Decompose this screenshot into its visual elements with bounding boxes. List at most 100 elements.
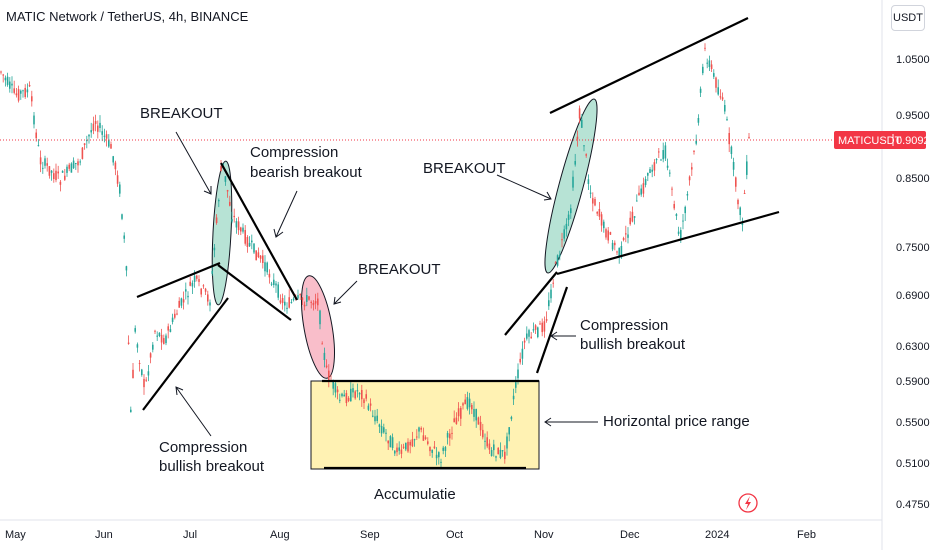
candle-body-242 — [532, 329, 535, 331]
candle-body-227 — [499, 449, 502, 458]
candle-body-81 — [178, 300, 180, 308]
candle-body-41 — [90, 130, 92, 133]
candles-group — [0, 43, 750, 469]
candle-body-236 — [519, 358, 521, 363]
trendline-compression-lower-right — [535, 286, 569, 374]
candle-body-102 — [224, 176, 227, 182]
candle-body-327 — [719, 96, 722, 98]
candle-body-123 — [270, 283, 273, 285]
candle-body-127 — [279, 300, 282, 303]
candle-body-255 — [561, 239, 563, 241]
candle-body-155 — [341, 393, 343, 397]
candle-body-268 — [589, 192, 592, 194]
candle-body-193 — [424, 437, 427, 439]
currency-button[interactable]: USDT — [891, 5, 925, 31]
candle-body-31 — [68, 164, 70, 169]
candle-body-215 — [473, 408, 475, 417]
candle-body-62 — [136, 344, 139, 348]
candle-body-320 — [704, 47, 706, 49]
candle-body-331 — [728, 132, 730, 145]
y-tick-6: 0.6300 — [896, 341, 930, 353]
candle-body-125 — [275, 283, 277, 286]
candle-body-231 — [508, 427, 510, 435]
candle-body-229 — [504, 451, 506, 460]
candle-body-180 — [396, 447, 398, 453]
candle-body-241 — [530, 336, 532, 339]
candle-body-161 — [354, 391, 356, 399]
candle-body-277 — [609, 232, 612, 235]
candle-body-162 — [356, 390, 359, 392]
candle-body-217 — [477, 417, 480, 425]
x-tick-4: Aug — [270, 529, 290, 541]
candle-body-220 — [484, 440, 486, 442]
annotation-arrows — [175, 131, 598, 437]
candle-body-290 — [638, 192, 640, 196]
candle-body-86 — [189, 281, 191, 286]
candle-body-60 — [132, 369, 134, 379]
candle-body-332 — [730, 146, 733, 154]
candle-body-112 — [246, 237, 249, 247]
candle-body-274 — [603, 221, 605, 229]
candle-body-34 — [75, 163, 77, 165]
candle-body-296 — [651, 169, 653, 172]
candle-body-93 — [204, 288, 207, 292]
candle-body-19 — [42, 167, 44, 169]
candle-body-69 — [152, 344, 154, 350]
candle-body-279 — [614, 242, 616, 246]
candle-body-56 — [123, 235, 125, 239]
candle-body-334 — [735, 177, 737, 187]
candle-body-67 — [147, 371, 150, 376]
candle-body-318 — [699, 88, 702, 93]
candle-body-114 — [251, 240, 253, 243]
candle-body-95 — [209, 302, 211, 306]
trendline-bearish-lower — [217, 264, 292, 321]
arrow-compression-bullish-left — [175, 386, 212, 437]
candle-body-333 — [732, 162, 735, 170]
candle-body-282 — [620, 245, 623, 258]
candle-body-47 — [103, 135, 106, 137]
candle-body-80 — [176, 313, 178, 315]
candle-body-78 — [171, 317, 174, 322]
candle-body-328 — [721, 97, 724, 100]
candle-body-53 — [116, 175, 119, 184]
flash-icon[interactable] — [738, 493, 758, 513]
candle-body-214 — [471, 405, 473, 410]
candle-body-145 — [319, 310, 321, 325]
x-tick-7: Nov — [534, 529, 554, 541]
candle-body-319 — [702, 66, 704, 74]
candle-body-18 — [39, 157, 42, 165]
candle-body-305 — [671, 188, 673, 190]
candle-body-109 — [240, 227, 242, 232]
candle-body-152 — [334, 383, 337, 393]
x-tick-10: Feb — [797, 529, 816, 541]
candle-body-184 — [405, 442, 407, 450]
candle-body-206 — [453, 418, 455, 423]
candle-body-119 — [262, 255, 264, 263]
candle-body-202 — [444, 447, 447, 451]
candle-body-149 — [328, 370, 330, 381]
channel-top-line — [549, 17, 749, 114]
candle-body-137 — [301, 297, 304, 301]
candle-body-183 — [402, 446, 405, 448]
candle-body-14 — [31, 96, 33, 102]
candle-body-74 — [163, 338, 165, 344]
candle-body-340 — [748, 136, 750, 138]
candle-body-203 — [446, 432, 449, 438]
candle-body-88 — [193, 275, 196, 283]
candle-body-169 — [372, 415, 374, 417]
candle-body-245 — [539, 323, 541, 325]
candle-body-249 — [548, 300, 550, 307]
trendline-compression-upper-right — [504, 271, 558, 336]
candle-body-50 — [110, 144, 112, 149]
x-tick-1: May — [5, 529, 26, 541]
breakout-ellipse-3 — [544, 98, 598, 274]
candle-body-200 — [440, 461, 442, 463]
candle-body-129 — [284, 301, 286, 306]
candle-body-77 — [169, 329, 172, 332]
arrow-breakout-3 — [496, 174, 552, 201]
candle-body-295 — [649, 169, 651, 173]
candle-body-201 — [442, 447, 444, 451]
candle-body-148 — [325, 365, 328, 368]
y-tick-9: 0.5100 — [896, 458, 930, 470]
